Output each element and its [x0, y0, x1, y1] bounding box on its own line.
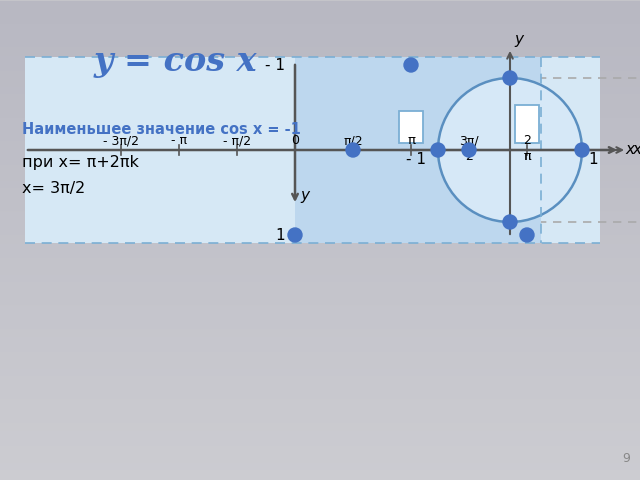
Circle shape [462, 143, 476, 157]
Circle shape [346, 143, 360, 157]
FancyBboxPatch shape [515, 105, 539, 143]
Text: 2
π: 2 π [523, 134, 531, 163]
Text: y: y [514, 32, 523, 47]
Circle shape [503, 71, 517, 85]
FancyBboxPatch shape [399, 111, 423, 143]
Text: y: y [300, 188, 309, 203]
Text: 9: 9 [622, 452, 630, 465]
FancyBboxPatch shape [25, 57, 600, 243]
Text: - 1: - 1 [265, 58, 285, 72]
Text: - 1: - 1 [406, 152, 426, 167]
Text: - π: - π [171, 134, 187, 147]
FancyBboxPatch shape [295, 57, 541, 243]
Text: π/2: π/2 [343, 134, 363, 147]
Text: x= 3π/2: x= 3π/2 [22, 180, 85, 195]
Text: 0: 0 [291, 134, 299, 147]
Circle shape [431, 143, 445, 157]
Text: 0: 0 [518, 132, 527, 147]
Circle shape [288, 228, 302, 242]
Text: 2
π: 2 π [523, 134, 531, 163]
Circle shape [404, 58, 418, 72]
Text: 1: 1 [588, 152, 598, 167]
Text: π: π [407, 134, 415, 147]
Text: y = cos x: y = cos x [93, 46, 257, 79]
Text: - π/2: - π/2 [223, 134, 251, 147]
Text: 3π/
2: 3π/ 2 [459, 134, 479, 163]
Circle shape [520, 228, 534, 242]
Circle shape [503, 215, 517, 229]
Text: - 3π/2: - 3π/2 [103, 134, 139, 147]
Circle shape [438, 78, 582, 222]
Text: при x= π+2πk: при x= π+2πk [22, 156, 139, 170]
Circle shape [575, 143, 589, 157]
Text: x: x [625, 143, 634, 157]
Text: Наименьшее значение cos x = -1: Наименьшее значение cos x = -1 [22, 122, 301, 137]
Text: 1: 1 [275, 228, 285, 242]
Text: x: x [632, 143, 640, 157]
Text: π: π [407, 134, 415, 147]
